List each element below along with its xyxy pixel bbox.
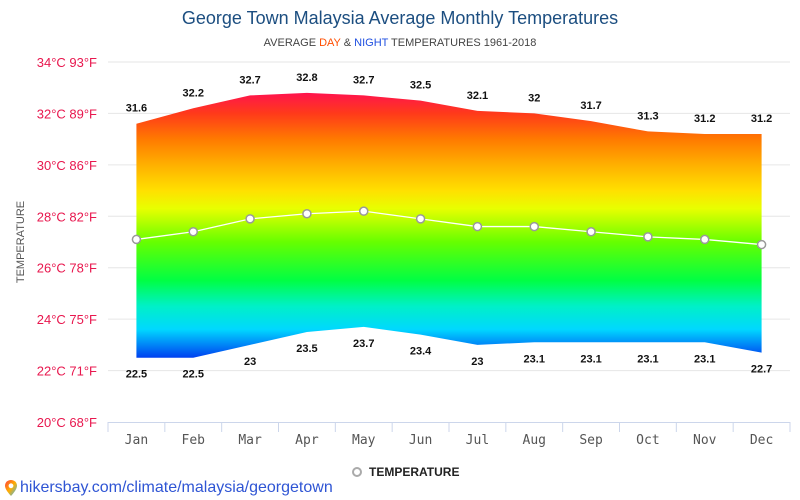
x-tick-label: Sep (579, 433, 603, 448)
x-tick-label: Jul (466, 433, 489, 448)
x-axis: Jan Feb Mar Apr May Jun Jul Aug Sep Oct Nov Dec (107, 422, 791, 448)
night-value-label: 23.1 (580, 353, 601, 365)
x-tick-label: Aug (523, 433, 546, 448)
average-temperature-point[interactable] (131, 234, 142, 245)
night-value-label: 22.5 (126, 369, 147, 381)
subtitle-suffix: TEMPERATURES 1961-2018 (388, 37, 536, 49)
day-value-label: 32.1 (467, 90, 488, 102)
y-tick-label: 22°C 71°F (37, 364, 97, 379)
average-temperature-point[interactable] (756, 239, 767, 250)
night-value-label: 23.7 (353, 338, 374, 350)
source-link[interactable]: hikersbay.com/climate/malaysia/georgetow… (20, 479, 333, 496)
day-value-label: 31.2 (694, 113, 715, 125)
average-temperature-point[interactable] (529, 221, 539, 232)
average-temperature-point[interactable] (415, 214, 426, 224)
data-labels: 31.6 32.2 32.7 32.8 32.7 32.5 32.1 32 31.7 31.3 31… (126, 72, 773, 381)
x-tick-label: Feb (182, 433, 206, 448)
night-value-label: 23 (244, 356, 256, 368)
day-value-label: 32 (528, 92, 540, 104)
x-tick-label: Oct (636, 433, 659, 448)
chart-title: George Town Malaysia Average Monthly Tem… (182, 8, 618, 28)
average-temperature-point[interactable] (472, 221, 483, 232)
average-temperature-series (131, 206, 767, 250)
y-axis-ticks: 34°C 93°F 32°C 89°F 30°C 86°F 28°C 82°F 26°C… (37, 55, 97, 430)
day-value-label: 32.5 (410, 80, 431, 92)
subtitle-amp: & (341, 37, 354, 49)
source-footer[interactable]: hikersbay.com/climate/malaysia/georgetow… (4, 479, 333, 497)
average-temperature-point[interactable] (245, 214, 255, 224)
legend-marker-icon (352, 467, 362, 477)
average-temperature-point[interactable] (359, 206, 369, 216)
day-value-label: 32.7 (239, 74, 260, 86)
y-tick-label: 20°C 68°F (37, 415, 97, 430)
day-value-label: 32.2 (183, 87, 204, 99)
night-value-label: 23.5 (296, 343, 317, 355)
day-value-label: 31.6 (126, 103, 147, 115)
legend[interactable]: TEMPERATURE (352, 465, 459, 479)
x-tick-label: Mar (238, 433, 262, 448)
average-temperature-line (136, 210, 762, 246)
y-tick-label: 28°C 82°F (37, 209, 97, 224)
average-temperature-point[interactable] (586, 226, 596, 237)
night-value-label: 22.5 (183, 369, 204, 381)
y-tick-label: 34°C 93°F (37, 55, 97, 70)
x-tick-label: May (352, 433, 376, 448)
night-value-label: 23.1 (694, 353, 715, 365)
y-tick-label: 26°C 78°F (37, 261, 97, 276)
average-temperature-point[interactable] (302, 208, 312, 219)
day-night-range-area (136, 92, 762, 358)
y-tick-label: 32°C 89°F (37, 106, 97, 121)
day-value-label: 32.8 (296, 72, 317, 84)
y-axis-label: TEMPERATURE (15, 201, 27, 283)
subtitle-day: DAY (319, 37, 341, 49)
night-value-label: 22.7 (751, 364, 772, 376)
map-pin-icon (5, 480, 17, 496)
day-night-band (136, 92, 762, 358)
y-tick-label: 30°C 86°F (37, 158, 97, 173)
y-tick-label: 24°C 75°F (37, 312, 97, 327)
day-value-label: 31.3 (637, 110, 658, 122)
night-value-label: 23.1 (524, 353, 545, 365)
day-value-label: 31.2 (751, 113, 772, 125)
chart-subtitle: AVERAGE DAY & NIGHT TEMPERATURES 1961-20… (264, 37, 537, 49)
night-value-label: 23 (471, 356, 483, 368)
day-value-label: 31.7 (580, 100, 601, 112)
subtitle-night: NIGHT (354, 37, 389, 49)
night-value-label: 23.1 (637, 353, 658, 365)
day-value-label: 32.7 (353, 74, 374, 86)
x-tick-label: Apr (295, 433, 319, 448)
x-tick-label: Jan (125, 433, 148, 448)
average-temperature-point[interactable] (643, 232, 653, 242)
x-tick-label: Dec (750, 433, 773, 448)
average-temperature-point[interactable] (700, 234, 710, 245)
legend-label[interactable]: TEMPERATURE (369, 465, 459, 479)
night-value-label: 23.4 (410, 346, 432, 358)
x-tick-label: Nov (693, 433, 717, 448)
x-tick-label: Jun (409, 433, 432, 448)
subtitle-prefix: AVERAGE (264, 37, 319, 49)
average-temperature-point[interactable] (188, 226, 198, 237)
